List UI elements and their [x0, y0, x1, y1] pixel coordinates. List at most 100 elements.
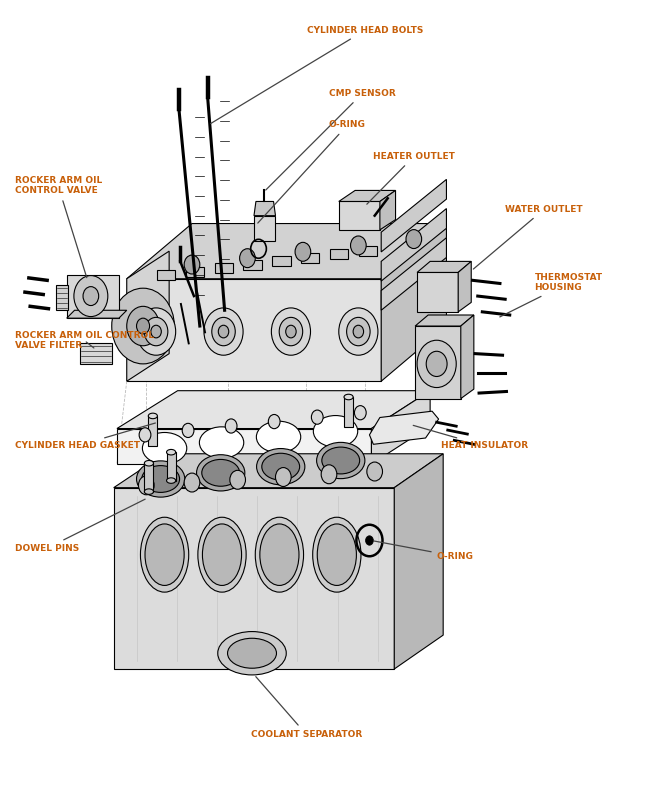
Circle shape	[286, 326, 296, 338]
Text: WATER OUTLET: WATER OUTLET	[473, 205, 583, 269]
Ellipse shape	[145, 524, 184, 585]
Polygon shape	[254, 216, 276, 241]
Circle shape	[240, 249, 255, 268]
Circle shape	[139, 428, 151, 442]
Circle shape	[268, 414, 280, 429]
Circle shape	[339, 308, 378, 355]
Ellipse shape	[313, 415, 358, 447]
Ellipse shape	[255, 517, 303, 592]
Circle shape	[355, 406, 367, 420]
Polygon shape	[127, 251, 169, 381]
Circle shape	[136, 308, 176, 355]
Polygon shape	[359, 245, 377, 256]
Polygon shape	[339, 202, 380, 229]
Circle shape	[426, 351, 447, 376]
Ellipse shape	[322, 447, 360, 474]
Polygon shape	[380, 191, 395, 229]
Circle shape	[151, 326, 161, 338]
Polygon shape	[148, 416, 157, 446]
Polygon shape	[417, 272, 458, 312]
Ellipse shape	[344, 395, 353, 399]
Polygon shape	[369, 411, 439, 445]
Polygon shape	[157, 270, 175, 280]
Ellipse shape	[317, 524, 357, 585]
Ellipse shape	[197, 455, 245, 491]
Circle shape	[218, 326, 229, 338]
Polygon shape	[66, 275, 119, 318]
Text: CMP SENSOR: CMP SENSOR	[266, 89, 395, 190]
Polygon shape	[80, 343, 113, 364]
Circle shape	[74, 276, 108, 317]
Polygon shape	[166, 453, 176, 480]
Polygon shape	[339, 191, 395, 202]
Polygon shape	[417, 261, 471, 272]
Polygon shape	[415, 326, 461, 399]
Polygon shape	[394, 453, 443, 669]
Circle shape	[271, 308, 311, 355]
Ellipse shape	[202, 460, 240, 486]
Text: DOWEL PINS: DOWEL PINS	[14, 499, 145, 553]
Ellipse shape	[260, 524, 299, 585]
Ellipse shape	[140, 517, 189, 592]
Polygon shape	[381, 237, 446, 310]
Polygon shape	[215, 263, 233, 273]
Circle shape	[279, 318, 303, 345]
Ellipse shape	[228, 638, 276, 669]
Polygon shape	[127, 279, 381, 381]
Polygon shape	[415, 315, 474, 326]
Ellipse shape	[203, 524, 241, 585]
Circle shape	[184, 473, 200, 492]
Polygon shape	[66, 310, 127, 318]
Text: O-RING: O-RING	[258, 121, 366, 223]
Circle shape	[127, 306, 159, 345]
Circle shape	[83, 287, 99, 306]
Polygon shape	[381, 224, 446, 381]
Polygon shape	[371, 391, 430, 464]
Circle shape	[347, 318, 370, 345]
Circle shape	[136, 318, 149, 334]
Ellipse shape	[144, 489, 153, 495]
Polygon shape	[117, 391, 430, 429]
Circle shape	[144, 318, 168, 345]
Polygon shape	[57, 285, 68, 310]
Circle shape	[225, 419, 237, 433]
Text: HEATER OUTLET: HEATER OUTLET	[367, 152, 455, 204]
Polygon shape	[272, 256, 291, 266]
Ellipse shape	[257, 421, 301, 453]
Text: CYLINDER HEAD GASKET: CYLINDER HEAD GASKET	[14, 423, 155, 450]
Circle shape	[406, 229, 422, 249]
Text: THERMOSTAT
HOUSING: THERMOSTAT HOUSING	[500, 273, 603, 317]
Polygon shape	[381, 179, 446, 252]
Circle shape	[276, 468, 291, 487]
Ellipse shape	[257, 449, 305, 485]
Ellipse shape	[148, 413, 157, 418]
Text: O-RING: O-RING	[374, 541, 474, 561]
Circle shape	[138, 476, 154, 495]
Ellipse shape	[218, 631, 286, 675]
Polygon shape	[381, 209, 446, 281]
Polygon shape	[243, 260, 262, 270]
Circle shape	[112, 288, 174, 364]
Text: COOLANT SEPARATOR: COOLANT SEPARATOR	[251, 676, 362, 739]
Ellipse shape	[141, 465, 180, 492]
Ellipse shape	[262, 453, 299, 480]
Circle shape	[184, 255, 200, 274]
Polygon shape	[344, 397, 353, 427]
Ellipse shape	[166, 449, 176, 455]
Circle shape	[204, 308, 243, 355]
Circle shape	[295, 242, 311, 261]
Ellipse shape	[136, 461, 185, 497]
Polygon shape	[254, 202, 276, 216]
Text: ROCKER ARM OIL
CONTROL VALVE: ROCKER ARM OIL CONTROL VALVE	[14, 176, 102, 278]
Ellipse shape	[166, 478, 176, 484]
Polygon shape	[461, 315, 474, 399]
Circle shape	[182, 423, 194, 437]
Circle shape	[353, 326, 364, 338]
Text: HEAT INSULATOR: HEAT INSULATOR	[413, 426, 528, 450]
Circle shape	[367, 462, 382, 481]
Polygon shape	[114, 453, 443, 488]
Ellipse shape	[142, 433, 187, 464]
Circle shape	[417, 341, 456, 387]
Ellipse shape	[144, 461, 153, 466]
Ellipse shape	[198, 517, 246, 592]
